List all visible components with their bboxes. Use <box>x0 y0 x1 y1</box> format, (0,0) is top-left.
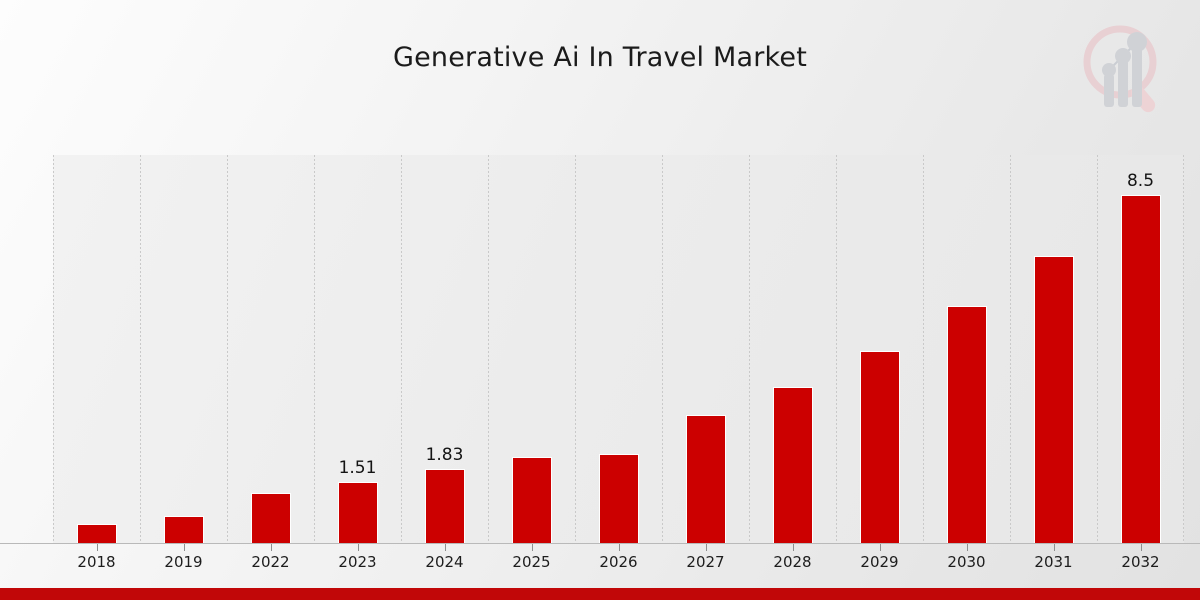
x-axis-label-2032: 2032 <box>1121 553 1160 571</box>
x-axis-label-2031: 2031 <box>1034 553 1073 571</box>
x-axis-label-2022: 2022 <box>251 553 290 571</box>
x-axis-label-2027: 2027 <box>686 553 725 571</box>
bar-value-label-2023: 1.51 <box>338 457 377 478</box>
x-tick-2023 <box>357 544 359 551</box>
x-tick-2025 <box>531 544 533 551</box>
bar-2022[interactable] <box>250 493 291 544</box>
gridline <box>1097 155 1098 544</box>
bar-2025[interactable] <box>511 456 552 544</box>
bar-2032[interactable] <box>1120 194 1161 544</box>
bar-2030[interactable] <box>946 306 987 544</box>
x-axis-label-2019: 2019 <box>164 553 203 571</box>
gridline <box>401 155 402 544</box>
x-tick-2022 <box>270 544 272 551</box>
x-axis-label-2029: 2029 <box>860 553 899 571</box>
x-axis-label-2028: 2028 <box>773 553 812 571</box>
x-tick-2031 <box>1053 544 1055 551</box>
bar-2026[interactable] <box>598 454 639 544</box>
bar-2023[interactable] <box>337 481 378 544</box>
gridline <box>1010 155 1011 544</box>
bar-2019[interactable] <box>163 516 204 544</box>
gridline <box>1183 155 1184 544</box>
bar-2024[interactable] <box>424 468 465 544</box>
gridline <box>53 155 54 544</box>
footer-accent-bar <box>0 588 1200 600</box>
plot-area: 1.51 1.83 8.5 <box>0 155 1200 544</box>
bar-value-label-2024: 1.83 <box>425 444 464 465</box>
x-axis-label-2024: 2024 <box>425 553 464 571</box>
x-axis-label-2026: 2026 <box>599 553 638 571</box>
gridline <box>749 155 750 544</box>
gridline <box>314 155 315 544</box>
bar-2018[interactable] <box>76 523 117 544</box>
gridline <box>227 155 228 544</box>
x-tick-2024 <box>444 544 446 551</box>
bar-2031[interactable] <box>1033 256 1074 544</box>
gridline <box>575 155 576 544</box>
gridline <box>140 155 141 544</box>
x-tick-2029 <box>879 544 881 551</box>
x-tick-2019 <box>183 544 185 551</box>
x-tick-2028 <box>792 544 794 551</box>
x-tick-2030 <box>966 544 968 551</box>
x-axis-label-2018: 2018 <box>77 553 116 571</box>
x-tick-2018 <box>96 544 98 551</box>
gridline <box>836 155 837 544</box>
magnifier-bar-chart-logo-icon <box>1072 18 1176 122</box>
gridline <box>923 155 924 544</box>
bar-value-label-2032: 8.5 <box>1126 170 1155 191</box>
x-tick-2032 <box>1140 544 1142 551</box>
bar-2029[interactable] <box>859 350 900 544</box>
x-axis-label-2030: 2030 <box>947 553 986 571</box>
x-axis-label-2023: 2023 <box>338 553 377 571</box>
x-tick-2026 <box>618 544 620 551</box>
x-axis-label-2025: 2025 <box>512 553 551 571</box>
x-axis-line <box>0 543 1200 544</box>
x-tick-2027 <box>705 544 707 551</box>
gridline <box>662 155 663 544</box>
bar-2027[interactable] <box>685 415 726 544</box>
gridline <box>488 155 489 544</box>
bar-2028[interactable] <box>772 386 813 544</box>
page-title: Generative Ai In Travel Market <box>392 42 808 73</box>
